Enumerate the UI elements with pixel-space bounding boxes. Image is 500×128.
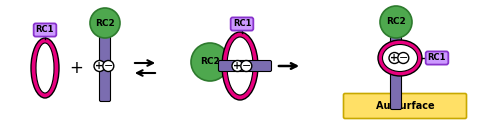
FancyBboxPatch shape	[100, 36, 110, 102]
Ellipse shape	[227, 37, 253, 95]
Ellipse shape	[36, 43, 54, 93]
Ellipse shape	[378, 40, 422, 76]
FancyBboxPatch shape	[218, 61, 272, 72]
Circle shape	[90, 8, 120, 38]
FancyBboxPatch shape	[344, 93, 466, 119]
Circle shape	[398, 52, 409, 63]
Text: −: −	[242, 61, 251, 71]
Text: Au surface: Au surface	[376, 101, 434, 111]
Text: +: +	[234, 61, 241, 71]
Ellipse shape	[382, 45, 418, 72]
Circle shape	[191, 43, 229, 81]
Text: RC1: RC1	[428, 54, 446, 62]
Text: RC2: RC2	[200, 57, 220, 67]
Text: RC1: RC1	[36, 25, 54, 35]
Circle shape	[380, 6, 412, 38]
Text: RC2: RC2	[95, 19, 115, 28]
Text: RC1: RC1	[233, 19, 252, 29]
Text: RC2: RC2	[386, 18, 406, 26]
Circle shape	[389, 52, 400, 63]
Circle shape	[103, 61, 114, 72]
Circle shape	[232, 61, 243, 72]
Text: +: +	[69, 59, 83, 77]
Circle shape	[241, 61, 252, 72]
Ellipse shape	[31, 38, 59, 98]
Text: −: −	[104, 61, 113, 71]
Text: −: −	[398, 53, 408, 63]
FancyBboxPatch shape	[390, 36, 402, 109]
Text: +: +	[96, 61, 104, 71]
Circle shape	[94, 61, 105, 72]
Ellipse shape	[222, 32, 258, 100]
Text: +: +	[390, 53, 398, 63]
